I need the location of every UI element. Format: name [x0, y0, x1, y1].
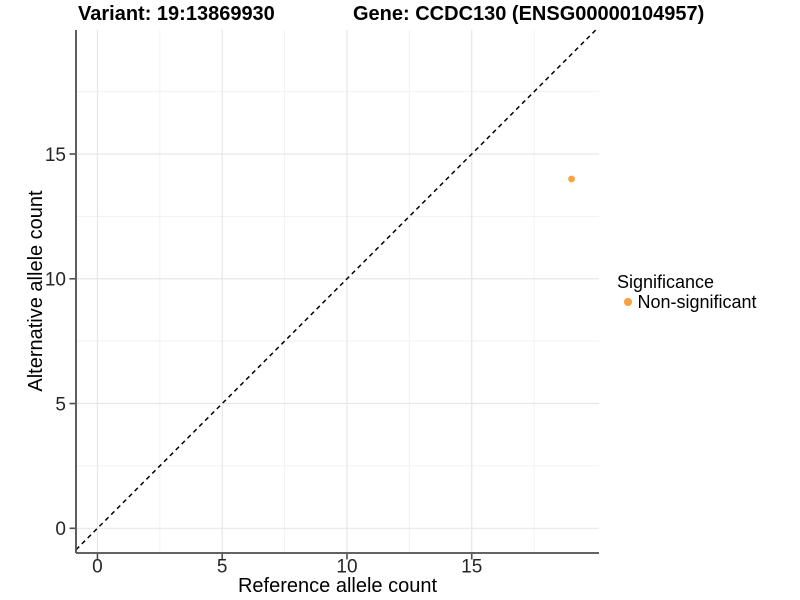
- y-tick-label: 0: [55, 519, 66, 540]
- plot-title-variant: Variant: 19:13869930: [78, 3, 275, 25]
- x-tick-label: 5: [217, 557, 228, 578]
- plot-title-gene: Gene: CCDC130 (ENSG00000104957): [353, 3, 705, 25]
- x-tick-label: 15: [461, 557, 482, 578]
- legend: Significance Non-significant: [617, 272, 757, 312]
- y-axis-title: Alternative allele count: [25, 190, 47, 392]
- x-tick-label: 10: [336, 557, 357, 578]
- identity-dashed-line: [75, 29, 597, 551]
- y-tick-label: 5: [55, 394, 66, 415]
- legend-point-icon: [624, 298, 632, 306]
- legend-entry-label: Non-significant: [637, 292, 757, 312]
- data-point: [568, 175, 575, 183]
- y-tick-label: 15: [45, 145, 66, 166]
- x-tick-label: 0: [92, 557, 103, 578]
- legend-entry-non-significant: Non-significant: [617, 292, 757, 312]
- legend-title: Significance: [617, 272, 715, 292]
- x-axis-title: Reference allele count: [237, 575, 437, 597]
- y-tick-label: 10: [45, 270, 66, 291]
- plot-panel: [76, 30, 599, 553]
